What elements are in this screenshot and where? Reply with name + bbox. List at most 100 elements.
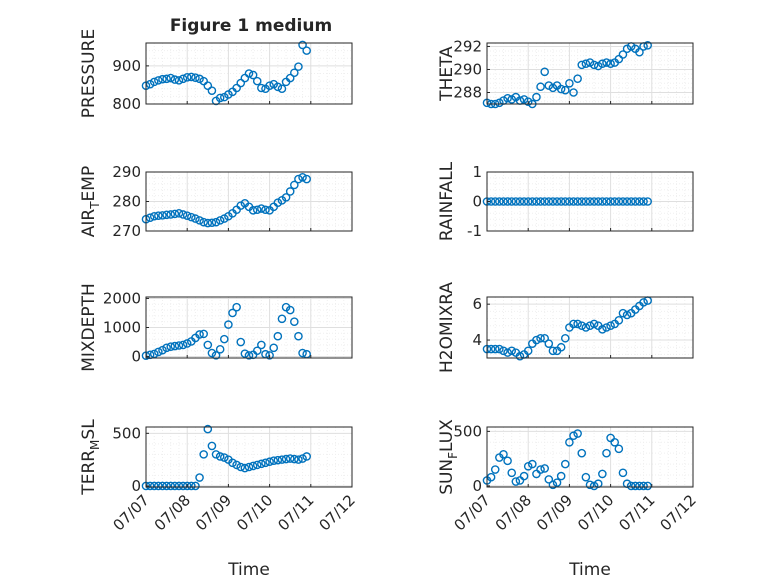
data-point: [199, 217, 208, 227]
data-point: [585, 197, 595, 206]
data-point: [219, 334, 229, 344]
data-point: [598, 59, 607, 69]
data-point: [178, 340, 188, 350]
data-point: [285, 73, 295, 83]
data-point: [265, 81, 274, 90]
data-point: [232, 460, 241, 470]
plot-area: [487, 43, 693, 104]
data-point: [248, 206, 258, 215]
data-point: [560, 459, 570, 469]
data-point: [536, 82, 545, 92]
data-point: [195, 216, 204, 225]
data-point: [252, 205, 262, 215]
data-point: [294, 62, 303, 71]
data-point: [265, 351, 274, 360]
data-point: [626, 481, 636, 491]
data-point: [281, 193, 291, 202]
data-point: [556, 84, 566, 94]
data-point: [495, 344, 504, 354]
data-point: [199, 450, 208, 459]
data-point: [290, 68, 299, 78]
data-point: [298, 348, 307, 358]
data-point: [248, 70, 258, 80]
data-point: [503, 197, 512, 206]
data-point: [228, 308, 237, 318]
data-point: [199, 329, 208, 339]
data-point: [635, 47, 644, 57]
y-axis-label: AIRTEMP: [79, 166, 102, 237]
data-point: [499, 346, 508, 356]
data-point: [236, 201, 246, 210]
data-point: [490, 465, 500, 474]
y-tick-label: 900: [112, 57, 141, 75]
series-markers: [482, 429, 652, 491]
axes-pressure: 800 900 PRESSURE: [79, 29, 353, 118]
data-point: [544, 81, 554, 90]
data-point: [195, 330, 204, 339]
data-point: [211, 450, 221, 459]
data-point: [252, 76, 262, 86]
data-point: [174, 481, 184, 491]
data-point: [166, 342, 176, 351]
data-point: [528, 197, 537, 206]
data-point: [515, 351, 525, 361]
data-point: [581, 197, 591, 206]
data-point: [622, 44, 632, 54]
data-point: [170, 75, 180, 84]
data-point: [618, 197, 628, 206]
data-point: [532, 92, 541, 102]
data-point: [273, 455, 283, 465]
data-point: [552, 478, 562, 487]
plot-area: [146, 427, 352, 487]
x-tick-label: 07/10: [233, 491, 276, 534]
data-point: [149, 211, 159, 221]
data-point: [277, 314, 287, 324]
x-tick-label: 07/11: [615, 491, 658, 534]
data-point: [290, 180, 299, 190]
data-point: [507, 197, 517, 206]
data-point: [548, 480, 558, 490]
data-point: [606, 321, 615, 331]
data-point: [207, 218, 217, 228]
y-tick-label: 290: [112, 163, 141, 181]
data-point: [499, 449, 508, 459]
data-point: [191, 214, 200, 223]
data-point: [302, 174, 311, 184]
data-point: [486, 472, 496, 482]
data-point: [589, 60, 599, 70]
data-point: [602, 197, 611, 206]
data-point: [302, 46, 311, 55]
data-point: [145, 79, 155, 89]
data-point: [585, 58, 595, 67]
y-axis-label: SUNFLUX: [437, 419, 460, 495]
data-point: [273, 198, 283, 207]
data-point: [499, 197, 508, 206]
data-point: [145, 213, 155, 223]
data-point: [257, 459, 266, 469]
data-point: [643, 197, 652, 206]
data-point: [285, 187, 295, 196]
data-point: [544, 339, 554, 348]
data-point: [585, 321, 595, 331]
data-point: [203, 424, 213, 434]
data-point: [515, 197, 525, 206]
data-point: [560, 333, 570, 343]
data-point: [577, 60, 587, 70]
data-point: [207, 348, 217, 358]
data-point: [495, 197, 504, 206]
data-point: [285, 305, 295, 315]
data-point: [232, 83, 241, 93]
data-point: [244, 462, 254, 472]
data-point: [187, 212, 196, 222]
data-point: [178, 74, 188, 84]
data-point: [507, 346, 517, 356]
data-point: [523, 97, 533, 106]
data-point: [589, 197, 599, 206]
data-point: [236, 78, 246, 88]
data-point: [569, 88, 578, 97]
data-point: [565, 197, 574, 206]
data-point: [573, 197, 582, 206]
data-point: [532, 335, 541, 345]
data-point: [569, 431, 578, 441]
data-point: [540, 67, 549, 77]
